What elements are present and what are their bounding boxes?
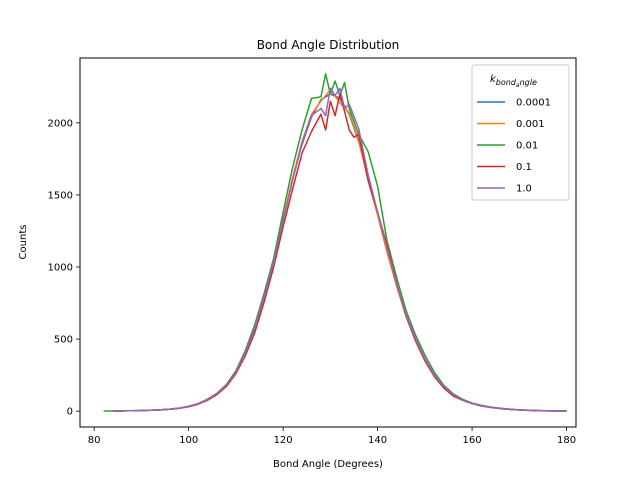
- y-tick-label-2: 1000: [48, 263, 73, 274]
- series-line-4: [113, 87, 567, 412]
- legend-label-2: 0.01: [516, 141, 538, 152]
- legend-label-1: 0.001: [516, 119, 545, 130]
- y-tick-label-1: 500: [54, 335, 73, 346]
- y-axis-label: Counts: [18, 225, 29, 260]
- legend-label-3: 0.1: [516, 162, 532, 173]
- x-tick-label-2: 120: [274, 435, 293, 446]
- x-axis: 80 100 120 140 160 180: [88, 427, 576, 446]
- legend-title: kbondangle: [490, 74, 537, 89]
- legend: kbondangle 0.0001 0.001 0.01 0.1 1.0: [471, 64, 570, 201]
- plot-frame: [79, 57, 577, 428]
- y-tick-label-4: 2000: [48, 118, 73, 129]
- y-tick-label-0: 0: [67, 407, 73, 418]
- chart-title: Bond Angle Distribution: [257, 38, 400, 52]
- legend-label-4: 1.0: [516, 184, 532, 195]
- x-tick-label-1: 100: [179, 435, 198, 446]
- x-tick-label-4: 160: [463, 435, 482, 446]
- y-tick-label-3: 1500: [48, 190, 73, 201]
- x-tick-label-3: 140: [368, 435, 387, 446]
- x-tick-label-5: 180: [557, 435, 576, 446]
- y-axis: 0 500 1000 1500 2000: [48, 118, 80, 418]
- legend-label-0: 0.0001: [516, 98, 551, 109]
- x-tick-label-0: 80: [88, 435, 101, 446]
- x-axis-label: Bond Angle (Degrees): [273, 459, 383, 470]
- plot-area: [103, 73, 567, 412]
